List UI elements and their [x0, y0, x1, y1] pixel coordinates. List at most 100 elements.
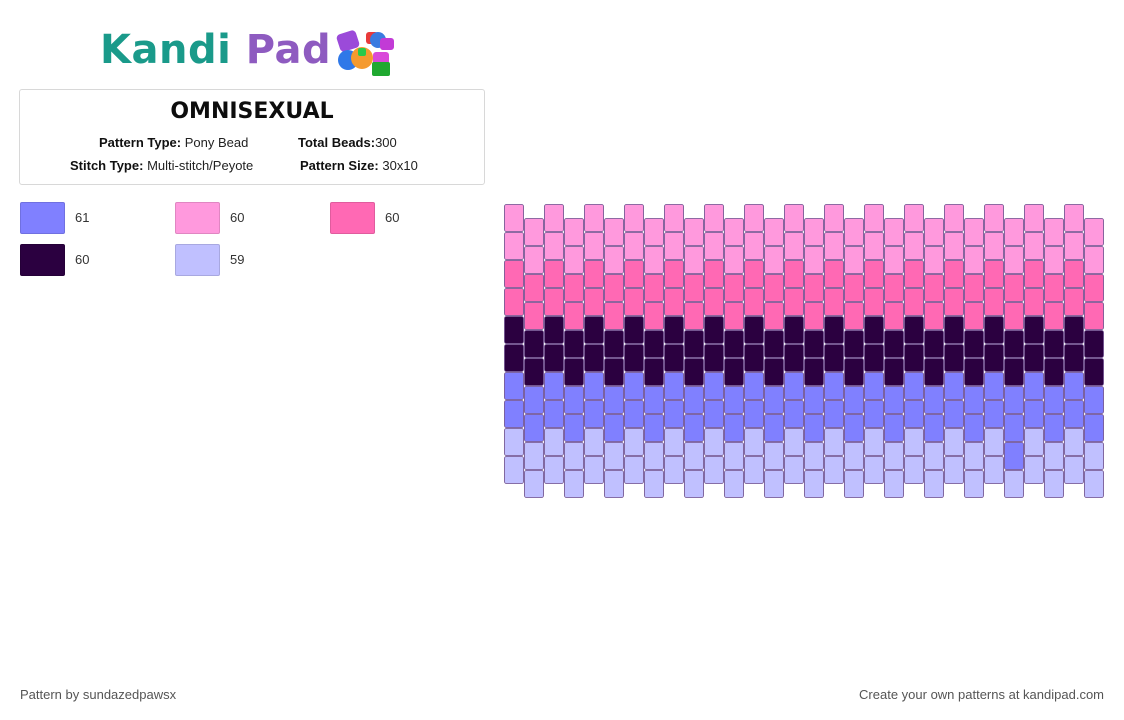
- bead: [564, 302, 584, 330]
- bead: [964, 302, 984, 330]
- kandipad-promo-link[interactable]: Create your own patterns at kandipad.com: [859, 687, 1104, 702]
- bead: [764, 302, 784, 330]
- bead: [624, 428, 644, 456]
- bead: [1084, 274, 1104, 302]
- bead: [844, 470, 864, 498]
- bead: [844, 358, 864, 386]
- bead: [864, 260, 884, 288]
- bead: [964, 218, 984, 246]
- pattern-size-value: 30x10: [382, 158, 418, 173]
- bead: [624, 456, 644, 484]
- bead: [904, 316, 924, 344]
- bead: [504, 316, 524, 344]
- bead: [744, 456, 764, 484]
- bead: [1044, 414, 1064, 442]
- bead: [984, 400, 1004, 428]
- bead: [844, 246, 864, 274]
- bead: [1024, 428, 1044, 456]
- bead: [1084, 330, 1104, 358]
- bead: [604, 358, 624, 386]
- bead: [1004, 442, 1024, 470]
- bead: [704, 232, 724, 260]
- pattern-type-value: Pony Bead: [184, 135, 249, 150]
- bead: [844, 330, 864, 358]
- bead: [584, 372, 604, 400]
- bead: [944, 372, 964, 400]
- bead: [744, 372, 764, 400]
- bead: [664, 204, 684, 232]
- bead: [844, 442, 864, 470]
- legend-item: 60: [330, 202, 480, 234]
- bead: [1044, 246, 1064, 274]
- bead: [784, 232, 804, 260]
- bead: [724, 274, 744, 302]
- bead: [924, 358, 944, 386]
- bead-pile-icon: [336, 30, 394, 76]
- bead: [684, 330, 704, 358]
- bead: [784, 456, 804, 484]
- bead: [724, 246, 744, 274]
- bead: [964, 358, 984, 386]
- stitch-type-value: Multi-stitch/Peyote: [147, 158, 254, 173]
- bead: [784, 428, 804, 456]
- bead: [584, 204, 604, 232]
- bead: [1064, 288, 1084, 316]
- bead: [664, 232, 684, 260]
- bead: [524, 330, 544, 358]
- bead: [1004, 218, 1024, 246]
- bead: [604, 302, 624, 330]
- bead: [884, 358, 904, 386]
- bead: [1004, 330, 1024, 358]
- bead: [504, 232, 524, 260]
- bead: [1064, 232, 1084, 260]
- bead: [504, 428, 524, 456]
- bead: [624, 204, 644, 232]
- bead: [704, 260, 724, 288]
- bead: [944, 204, 964, 232]
- bead: [544, 400, 564, 428]
- bead: [944, 400, 964, 428]
- bead: [604, 414, 624, 442]
- bead: [884, 330, 904, 358]
- bead: [904, 428, 924, 456]
- bead: [744, 232, 764, 260]
- bead: [504, 456, 524, 484]
- bead: [1024, 372, 1044, 400]
- bead: [524, 274, 544, 302]
- bead: [824, 428, 844, 456]
- bead: [1004, 386, 1024, 414]
- bead: [904, 344, 924, 372]
- pattern-title: OMNISEXUAL: [170, 99, 334, 124]
- bead: [504, 288, 524, 316]
- bead: [844, 302, 864, 330]
- bead: [524, 246, 544, 274]
- bead: [604, 386, 624, 414]
- pattern-size: Pattern Size: 30x10: [300, 158, 418, 174]
- bead: [764, 358, 784, 386]
- bead: [664, 400, 684, 428]
- bead: [644, 246, 664, 274]
- bead: [764, 218, 784, 246]
- bead: [744, 344, 764, 372]
- bead: [684, 470, 704, 498]
- legend-item: 59: [175, 244, 325, 276]
- bead: [604, 442, 624, 470]
- stitch-type: Stitch Type: Multi-stitch/Peyote: [70, 158, 253, 174]
- bead: [524, 442, 544, 470]
- bead: [784, 260, 804, 288]
- bead: [524, 218, 544, 246]
- bead: [864, 344, 884, 372]
- kandipad-logo[interactable]: Kandi Pad: [100, 24, 410, 76]
- bead: [1064, 428, 1084, 456]
- bead: [724, 470, 744, 498]
- bead: [704, 316, 724, 344]
- bead: [944, 344, 964, 372]
- bead: [924, 302, 944, 330]
- bead: [984, 232, 1004, 260]
- bead: [784, 204, 804, 232]
- bead: [524, 414, 544, 442]
- color-swatch: [175, 202, 220, 234]
- bead: [704, 204, 724, 232]
- bead: [724, 386, 744, 414]
- bead: [984, 288, 1004, 316]
